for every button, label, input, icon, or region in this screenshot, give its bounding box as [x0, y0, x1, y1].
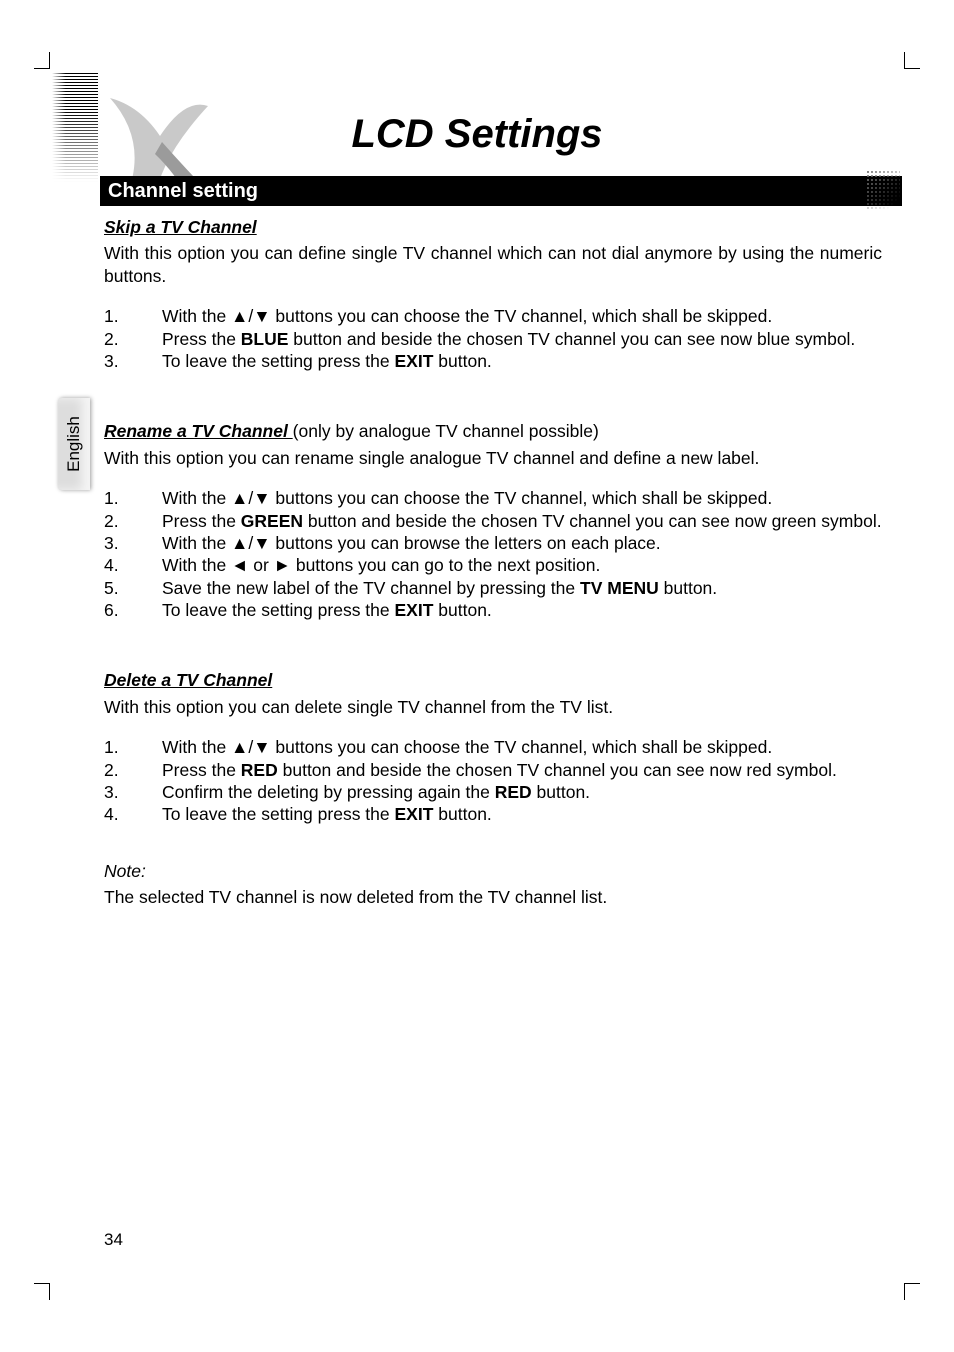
- crop-mark: [34, 68, 50, 69]
- list-item: 2. Press the GREEN button and beside the…: [104, 510, 882, 532]
- list-text: Press the GREEN button and beside the ch…: [162, 510, 882, 532]
- note-text: The selected TV channel is now deleted f…: [104, 886, 882, 908]
- list-number: 5.: [104, 577, 162, 599]
- page-number: 34: [104, 1230, 123, 1250]
- list-item: 5. Save the new label of the TV channel …: [104, 577, 882, 599]
- list-text: With the ▲/▼ buttons you can choose the …: [162, 487, 882, 509]
- list-number: 6.: [104, 599, 162, 621]
- ordered-list: 1. With the ▲/▼ buttons you can choose t…: [104, 487, 882, 621]
- paragraph: With this option you can define single T…: [104, 242, 882, 287]
- content-body: Skip a TV Channel With this option you c…: [104, 216, 882, 913]
- list-text: Press the BLUE button and beside the cho…: [162, 328, 882, 350]
- list-item: 3. Confirm the deleting by pressing agai…: [104, 781, 882, 803]
- crop-mark: [904, 1284, 905, 1300]
- list-item: 3. With the ▲/▼ buttons you can browse t…: [104, 532, 882, 554]
- list-item: 1. With the ▲/▼ buttons you can choose t…: [104, 487, 882, 509]
- list-item: 4. With the ◄ or ► buttons you can go to…: [104, 554, 882, 576]
- ordered-list: 1. With the ▲/▼ buttons you can choose t…: [104, 305, 882, 372]
- list-item: 6. To leave the setting press the EXIT b…: [104, 599, 882, 621]
- crop-mark: [34, 1283, 50, 1284]
- section-heading-text: Channel setting: [108, 180, 258, 203]
- list-item: 1. With the ▲/▼ buttons you can choose t…: [104, 305, 882, 327]
- list-text: With the ▲/▼ buttons you can choose the …: [162, 305, 882, 327]
- list-text: With the ▲/▼ buttons you can browse the …: [162, 532, 882, 554]
- list-number: 3.: [104, 781, 162, 803]
- note-label: Note:: [104, 860, 882, 882]
- crop-mark: [904, 68, 920, 69]
- subheading-rename: Rename a TV Channel: [104, 421, 293, 441]
- ordered-list: 1. With the ▲/▼ buttons you can choose t…: [104, 736, 882, 826]
- crop-mark: [49, 1284, 50, 1300]
- list-text: Confirm the deleting by pressing again t…: [162, 781, 882, 803]
- list-text: Press the RED button and beside the chos…: [162, 759, 882, 781]
- section-bar-dots-icon: [866, 170, 900, 210]
- crop-mark: [904, 52, 905, 68]
- list-number: 3.: [104, 532, 162, 554]
- paragraph: With this option you can delete single T…: [104, 696, 882, 718]
- list-number: 2.: [104, 510, 162, 532]
- list-number: 1.: [104, 487, 162, 509]
- subheading-note: (only by analogue TV channel possible): [293, 421, 599, 441]
- subheading-delete: Delete a TV Channel: [104, 670, 272, 690]
- list-number: 1.: [104, 736, 162, 758]
- language-tab-label: English: [64, 416, 84, 472]
- language-tab: English: [58, 398, 90, 490]
- list-text: To leave the setting press the EXIT butt…: [162, 803, 882, 825]
- list-item: 4. To leave the setting press the EXIT b…: [104, 803, 882, 825]
- crop-mark: [904, 1283, 920, 1284]
- list-number: 1.: [104, 305, 162, 327]
- list-number: 2.: [104, 328, 162, 350]
- list-text: Save the new label of the TV channel by …: [162, 577, 882, 599]
- list-text: With the ◄ or ► buttons you can go to th…: [162, 554, 882, 576]
- list-text: To leave the setting press the EXIT butt…: [162, 599, 882, 621]
- list-number: 2.: [104, 759, 162, 781]
- section-heading-bar: Channel setting: [100, 176, 902, 206]
- list-item: 1. With the ▲/▼ buttons you can choose t…: [104, 736, 882, 758]
- list-text: To leave the setting press the EXIT butt…: [162, 350, 882, 372]
- subheading-skip: Skip a TV Channel: [104, 217, 257, 237]
- crop-mark: [49, 52, 50, 68]
- list-item: 2. Press the BLUE button and beside the …: [104, 328, 882, 350]
- list-text: With the ▲/▼ buttons you can choose the …: [162, 736, 882, 758]
- paragraph: With this option you can rename single a…: [104, 447, 882, 469]
- page-title: LCD Settings: [0, 112, 954, 157]
- list-number: 4.: [104, 554, 162, 576]
- list-item: 2. Press the RED button and beside the c…: [104, 759, 882, 781]
- list-number: 3.: [104, 350, 162, 372]
- list-number: 4.: [104, 803, 162, 825]
- list-item: 3. To leave the setting press the EXIT b…: [104, 350, 882, 372]
